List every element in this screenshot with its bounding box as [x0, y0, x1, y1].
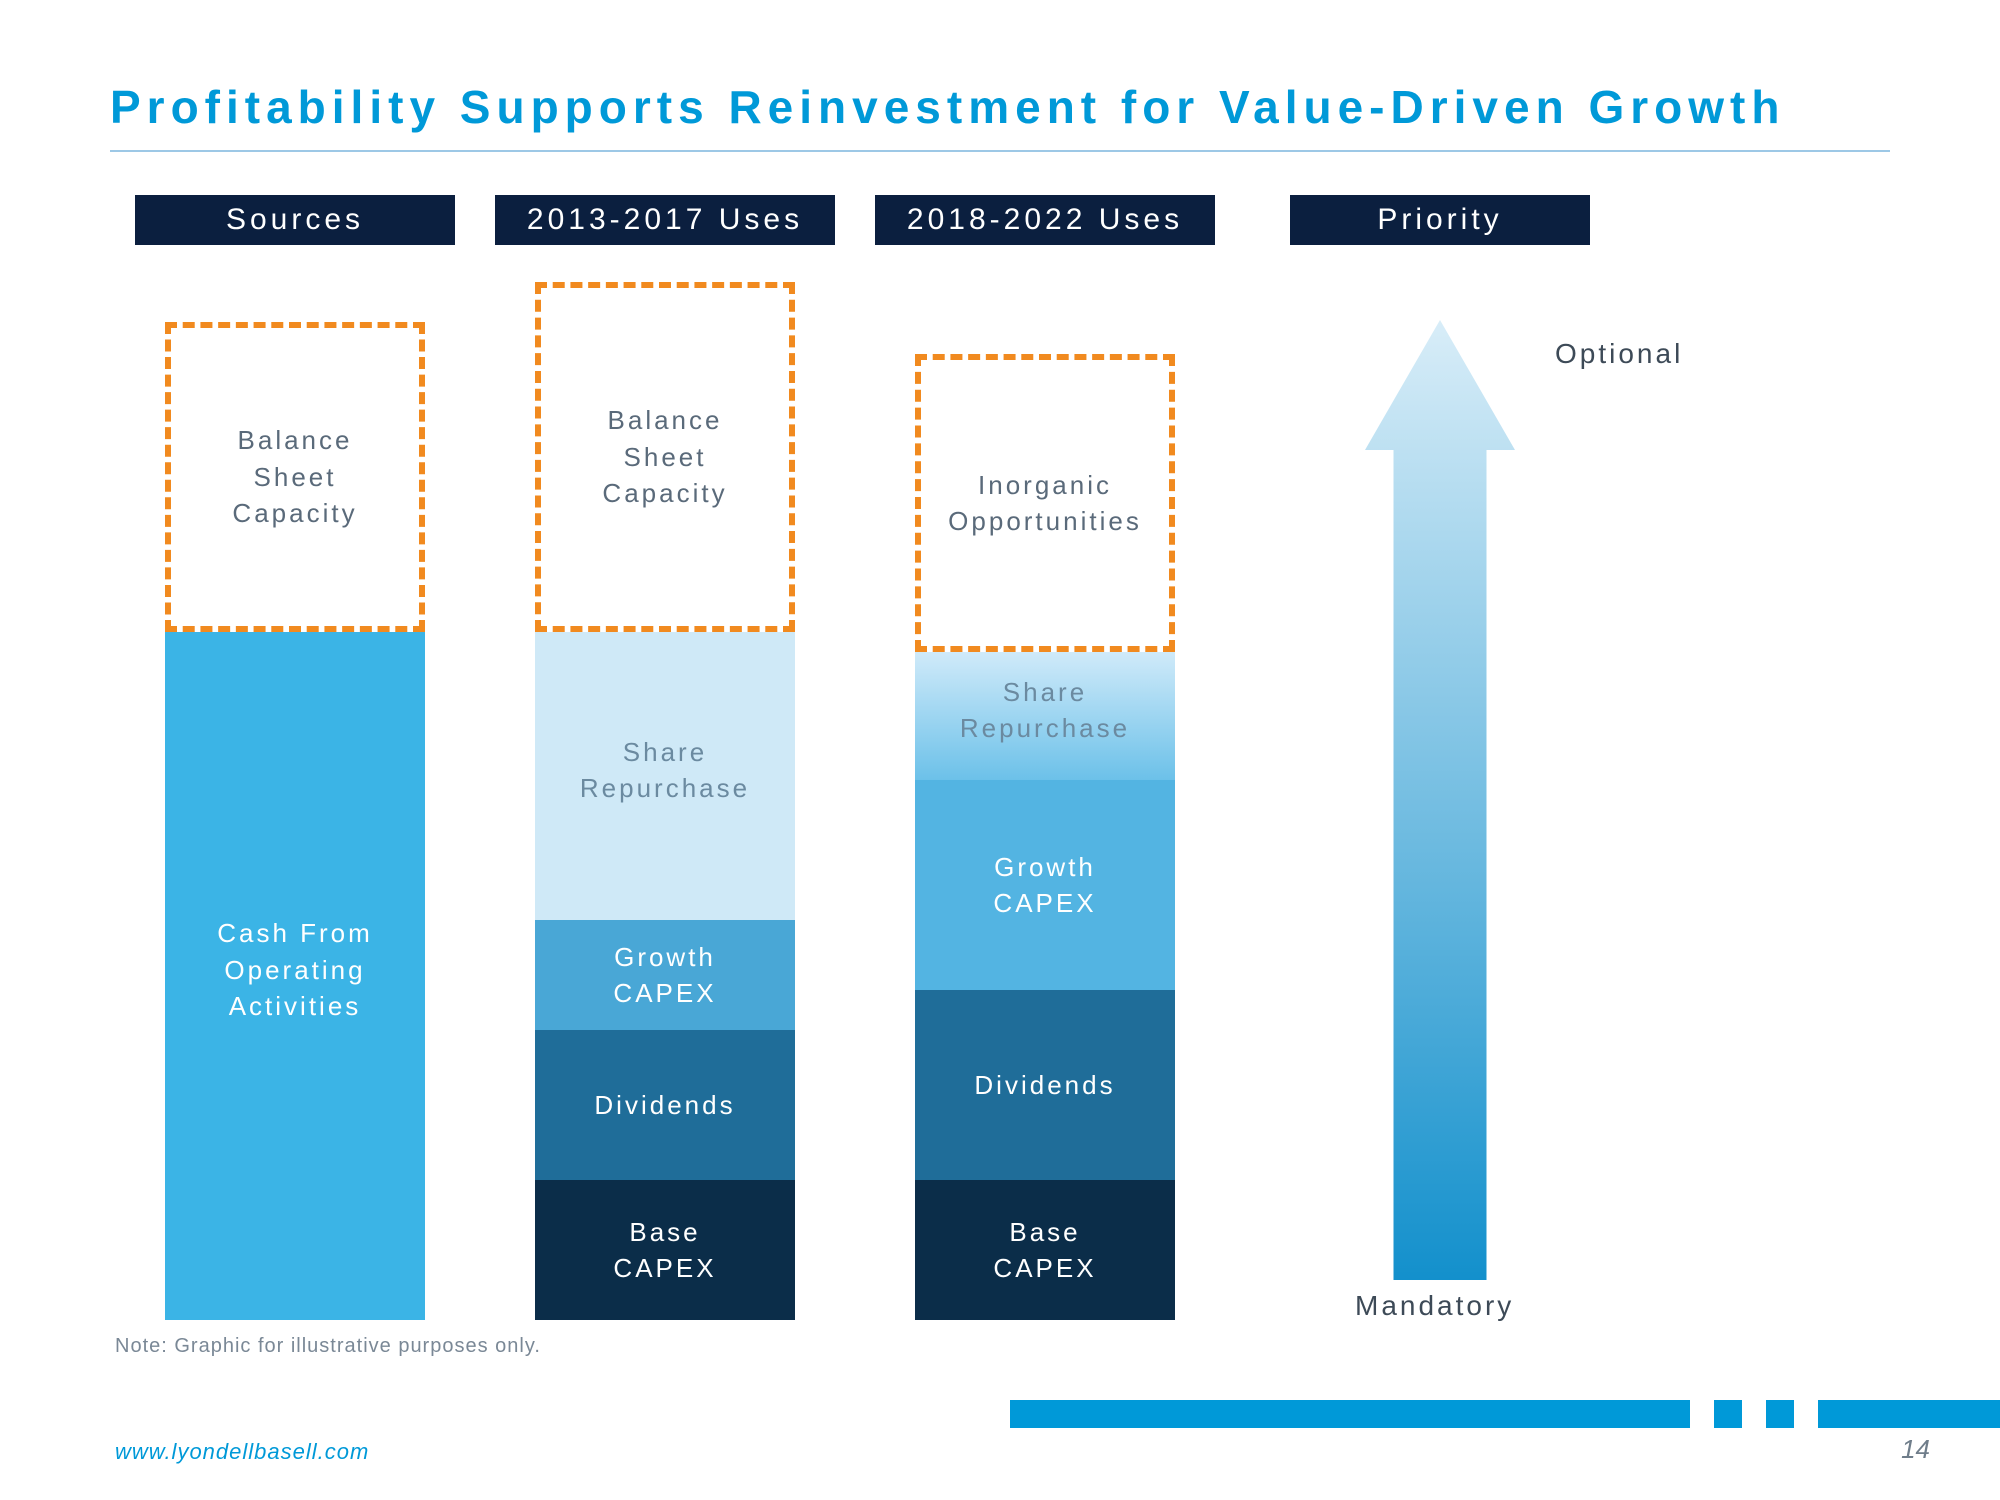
priority-mandatory-label: Mandatory: [1355, 1290, 1514, 1322]
priority-arrow: [1365, 320, 1515, 1280]
title-rule: [110, 150, 1890, 152]
col-header-0: Sources: [135, 195, 455, 245]
growth-capex-1822: GrowthCAPEX: [915, 780, 1175, 990]
dividends-1822: Dividends: [915, 990, 1175, 1180]
dividends-1317: Dividends: [535, 1030, 795, 1180]
priority-optional-label: Optional: [1555, 338, 1683, 370]
base-capex-1317: BaseCAPEX: [535, 1180, 795, 1320]
slide-title: Profitability Supports Reinvestment for …: [110, 80, 1785, 134]
uses-2018-2022-stack: ShareRepurchaseGrowthCAPEXDividendsBaseC…: [915, 640, 1175, 1320]
footer-stripe-gap-0: [1690, 1400, 1714, 1428]
sources-stack-dashed: BalanceSheetCapacity: [165, 322, 425, 632]
cash-from-ops: Cash FromOperatingActivities: [165, 620, 425, 1320]
footer-stripe-fill-0: [1714, 1400, 1742, 1428]
share-repurchase-1822: ShareRepurchase: [915, 640, 1175, 780]
chart-area: Cash FromOperatingActivitiesBalanceSheet…: [0, 260, 2000, 1320]
base-capex-1822: BaseCAPEX: [915, 1180, 1175, 1320]
page-number: 14: [1901, 1434, 1930, 1465]
growth-capex-1317: GrowthCAPEX: [535, 920, 795, 1030]
footer-bar: www.lyondellbasell.com 14: [0, 1400, 2000, 1500]
footnote: Note: Graphic for illustrative purposes …: [115, 1335, 541, 1358]
col-header-1: 2013-2017 Uses: [495, 195, 835, 245]
uses-2018-2022-stack-dashed: InorganicOpportunities: [915, 354, 1175, 652]
uses-2013-2017-stack: ShareRepurchaseGrowthCAPEXDividendsBaseC…: [535, 620, 795, 1320]
footer-stripe-gap-2: [1794, 1400, 1818, 1428]
footer-stripe-main: [1010, 1400, 1690, 1428]
footer-url: www.lyondellbasell.com: [115, 1439, 369, 1465]
uses-2013-2017-stack-dashed: BalanceSheetCapacity: [535, 282, 795, 632]
footer-stripe-tail: [1818, 1400, 2000, 1428]
footer-stripe-gap-1: [1742, 1400, 1766, 1428]
col-header-2: 2018-2022 Uses: [875, 195, 1215, 245]
share-repurchase-1317: ShareRepurchase: [535, 620, 795, 920]
col-header-3: Priority: [1290, 195, 1590, 245]
footer-stripe-fill-1: [1766, 1400, 1794, 1428]
sources-stack: Cash FromOperatingActivities: [165, 620, 425, 1320]
